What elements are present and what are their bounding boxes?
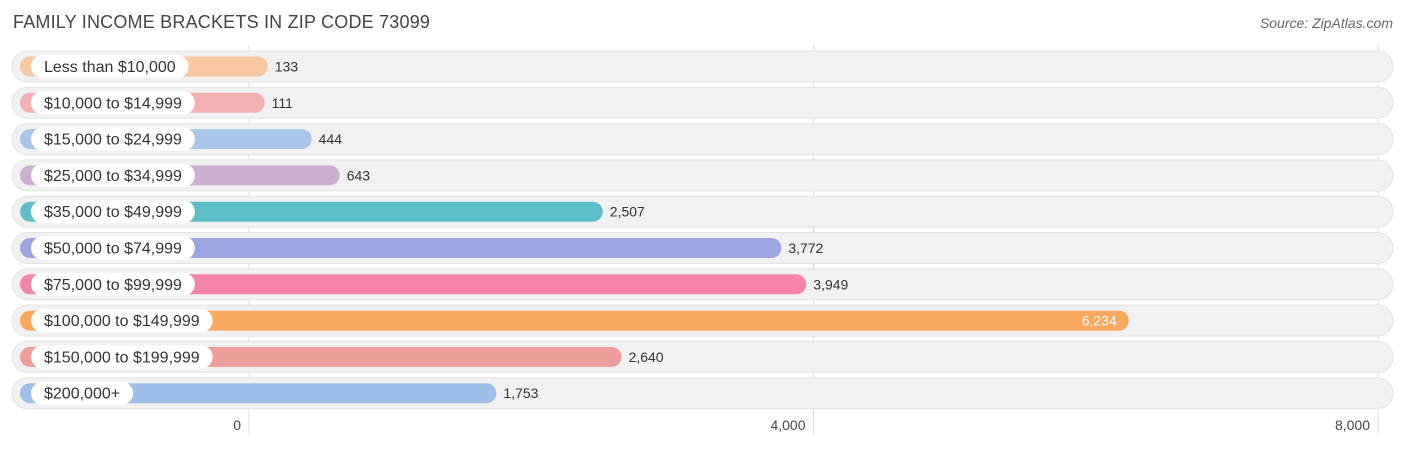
category-label: $75,000 to $99,999 bbox=[44, 277, 182, 294]
x-tick-label: 4,000 bbox=[770, 417, 805, 433]
x-tick-label: 8,000 bbox=[1335, 417, 1370, 433]
bar bbox=[20, 383, 497, 404]
chart-title: FAMILY INCOME BRACKETS IN ZIP CODE 73099 bbox=[13, 12, 431, 32]
row-track bbox=[11, 123, 1394, 156]
value-label: 2,507 bbox=[610, 204, 645, 220]
value-label: 643 bbox=[347, 167, 371, 183]
category-pill bbox=[31, 200, 195, 224]
category-pill bbox=[31, 236, 195, 260]
value-label: 3,772 bbox=[788, 240, 823, 256]
category-label: $50,000 to $74,999 bbox=[44, 241, 182, 258]
category-pill bbox=[31, 91, 195, 115]
category-label: Less than $10,000 bbox=[44, 59, 176, 76]
row-track bbox=[11, 86, 1394, 119]
chart-source: Source: ZipAtlas.com bbox=[1259, 15, 1393, 31]
category-label: $200,000+ bbox=[44, 386, 120, 403]
row-track bbox=[11, 159, 1394, 192]
bar bbox=[20, 274, 807, 295]
value-label: 1,753 bbox=[503, 385, 538, 401]
category-label: $25,000 to $34,999 bbox=[44, 168, 182, 185]
x-tick-label: 0 bbox=[233, 417, 241, 433]
category-pill bbox=[31, 381, 134, 405]
category-label: $100,000 to $149,999 bbox=[44, 313, 200, 330]
category-pill bbox=[31, 272, 195, 296]
category-label: $10,000 to $14,999 bbox=[44, 95, 182, 112]
value-label: 133 bbox=[275, 59, 299, 75]
value-label: 2,640 bbox=[629, 349, 664, 365]
value-label: 6,234 bbox=[1082, 313, 1117, 329]
category-pill bbox=[31, 345, 213, 369]
value-label: 444 bbox=[319, 131, 343, 147]
bar bbox=[20, 310, 1129, 331]
bar bbox=[20, 238, 782, 258]
value-label: 111 bbox=[272, 95, 293, 111]
category-pill bbox=[31, 163, 195, 187]
value-label: 3,949 bbox=[813, 276, 848, 292]
category-pill bbox=[31, 309, 213, 333]
category-label: $150,000 to $199,999 bbox=[44, 349, 200, 366]
category-label: $15,000 to $24,999 bbox=[44, 132, 182, 149]
row-track bbox=[11, 50, 1394, 83]
category-pill bbox=[31, 55, 189, 78]
category-pill bbox=[31, 127, 195, 151]
category-label: $35,000 to $49,999 bbox=[44, 204, 182, 221]
